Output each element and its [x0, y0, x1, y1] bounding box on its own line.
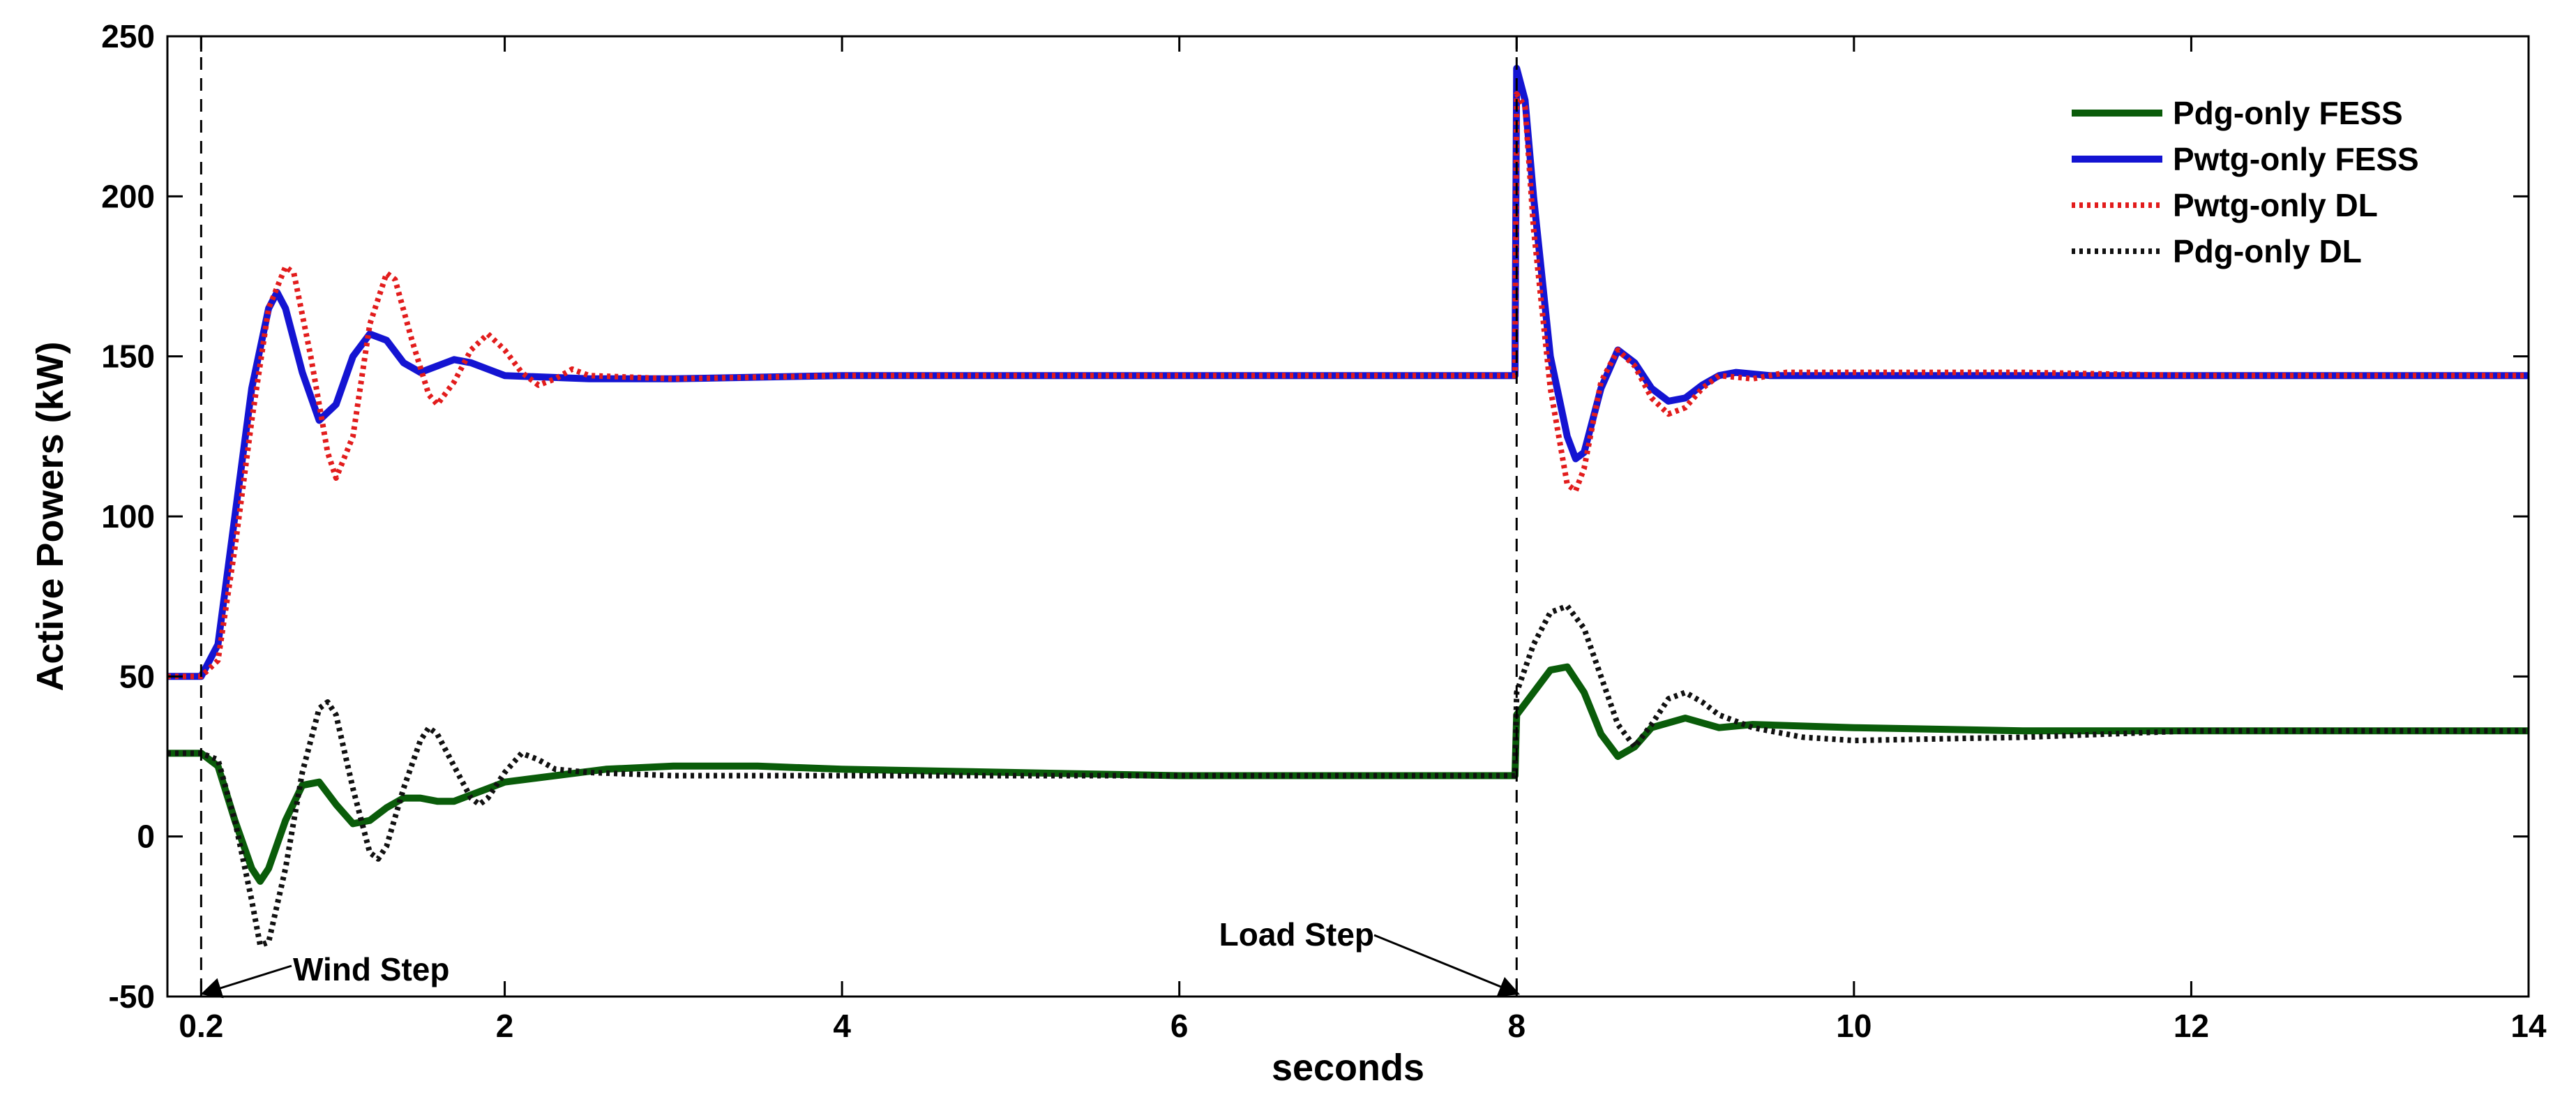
x-tick-label: 12 [2174, 1008, 2209, 1044]
legend-label-4: Pdg-only DL [2173, 233, 2362, 269]
x-tick-label: 8 [1507, 1008, 1526, 1044]
y-tick-label: -50 [109, 978, 155, 1015]
annotations: Wind Step Load Step [200, 916, 1521, 999]
x-axis-label: seconds [1272, 1047, 1424, 1089]
y-tick-label: 0 [137, 819, 155, 855]
x-tick-label: 14 [2510, 1008, 2547, 1044]
annotation-arrow-1 [200, 964, 292, 999]
legend-label-2: Pwtg-only FESS [2173, 141, 2419, 177]
y-tick-label: 150 [101, 338, 155, 375]
series-line-1 [167, 663, 2529, 885]
x-tick-label: 4 [833, 1008, 851, 1044]
series-group [167, 64, 2529, 948]
annotation-label-1: Wind Step [293, 951, 449, 987]
y-tick-label: 100 [101, 498, 155, 535]
legend-label-3: Pwtg-only DL [2173, 187, 2378, 223]
series-line-4 [167, 603, 2529, 948]
x-axis-ticks: 0.2 2 4 6 8 10 12 14 [179, 36, 2547, 1044]
y-tick-label: 250 [101, 18, 155, 54]
x-tick-label: 10 [1836, 1008, 1871, 1044]
annotation-arrow-2 [1373, 934, 1521, 997]
legend-label-1: Pdg-only FESS [2173, 95, 2403, 131]
x-tick-label: 2 [496, 1008, 514, 1044]
y-axis-ticks: -50 0 50 100 150 200 250 [101, 18, 2529, 1015]
x-tick-label: 0.2 [179, 1008, 223, 1044]
y-axis-label: Active Powers (kW) [29, 341, 71, 691]
x-tick-label: 6 [1170, 1008, 1189, 1044]
series-line-3 [167, 91, 2529, 680]
y-tick-label: 200 [101, 178, 155, 214]
annotation-label-2: Load Step [1219, 916, 1374, 953]
series-line-2 [167, 64, 2529, 680]
y-tick-label: 50 [119, 658, 155, 694]
event-markers [199, 36, 1518, 997]
legend: Pdg-only FESS Pwtg-only FESS Pwtg-only DL P… [2072, 95, 2419, 269]
